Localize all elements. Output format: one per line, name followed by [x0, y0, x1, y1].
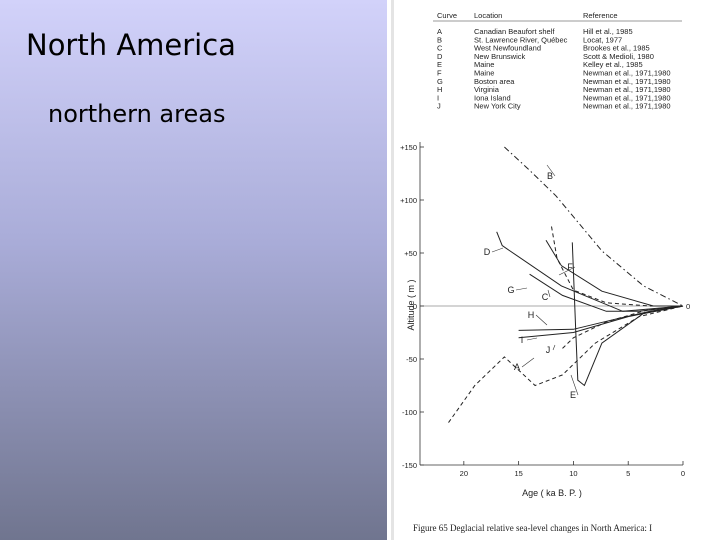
y-tick-label: +150	[400, 143, 417, 152]
x-tick-label: 20	[460, 469, 468, 478]
table-cell: Brookes et al., 1985	[583, 44, 650, 53]
y-tick-label: -50	[406, 355, 417, 364]
label-leader	[547, 289, 551, 298]
table-cell: Scott & Medioli, 1980	[583, 52, 654, 61]
curve	[562, 305, 684, 349]
table-cell: A	[437, 27, 442, 36]
label-leader	[535, 314, 548, 326]
side-panel: North America northern areas	[0, 0, 387, 540]
x-tick-label: 15	[514, 469, 522, 478]
label-leader	[491, 247, 504, 253]
y-tick-label: -150	[402, 461, 417, 470]
table-cell: J	[437, 102, 441, 111]
label-leader	[570, 374, 579, 396]
table-cell: G	[437, 77, 443, 86]
caption: Figure 65 Deglacial relative sea-level c…	[413, 523, 652, 533]
table-cell: Maine	[474, 60, 494, 69]
table-cell: Boston area	[474, 77, 515, 86]
table-cell: Iona Island	[474, 93, 511, 102]
curve	[551, 226, 683, 307]
table-cell: St. Lawrence River, Québec	[474, 35, 568, 44]
table-cell: Virginia	[474, 85, 500, 94]
table-cell: I	[437, 93, 439, 102]
y-axis-label: Altitude ( m )	[406, 279, 416, 330]
table-cell: H	[437, 85, 442, 94]
y-tick-label: -100	[402, 408, 417, 417]
curve-label: A	[514, 362, 520, 372]
x-tick-label: 5	[626, 469, 630, 478]
curve-label: E	[570, 390, 576, 400]
table-cell: B	[437, 35, 442, 44]
table-cell: E	[437, 60, 442, 69]
table-cell: Newman et al., 1971,1980	[583, 102, 671, 111]
table-cell: New Brunswick	[474, 52, 526, 61]
label-leader	[521, 357, 535, 368]
label-leader	[526, 337, 538, 341]
scan-edge	[391, 0, 394, 540]
table-cell: Newman et al., 1971,1980	[583, 93, 671, 102]
label-leader	[546, 164, 556, 177]
x-axis-label: Age ( ka B. P. )	[522, 488, 582, 498]
table-header: Location	[474, 11, 502, 20]
table-cell: Newman et al., 1971,1980	[583, 77, 671, 86]
table-cell: New York City	[474, 102, 521, 111]
table-header: Curve	[437, 11, 457, 20]
zero-label: 0	[686, 302, 690, 311]
table-cell: Kelley et al., 1985	[583, 60, 643, 69]
figure-background	[387, 0, 720, 540]
label-leader	[558, 266, 576, 276]
table-cell: F	[437, 69, 442, 78]
curve-label: H	[528, 310, 535, 320]
y-tick-label: 0	[413, 302, 417, 311]
curve-label: J	[546, 345, 551, 355]
table-cell: Maine	[474, 69, 494, 78]
x-tick-label: 0	[681, 469, 685, 478]
curve-label: D	[484, 247, 491, 257]
table-header: Reference	[583, 11, 618, 20]
table-cell: C	[437, 44, 443, 53]
table-cell: Canadian Beaufort shelf	[474, 27, 555, 36]
curve	[448, 305, 684, 423]
curve-label: F	[567, 262, 573, 272]
curve	[545, 240, 683, 307]
curve	[529, 273, 684, 312]
curve-label: B	[547, 171, 553, 181]
figure: Figure 65 Deglacial relative sea-level c…	[387, 0, 720, 540]
curve-label: G	[507, 285, 514, 295]
table-cell: D	[437, 52, 443, 61]
table-cell: Newman et al., 1971,1980	[583, 69, 671, 78]
y-tick-label: +100	[400, 196, 417, 205]
label-leader	[552, 344, 556, 351]
y-tick-label: +50	[404, 249, 417, 258]
curve-label: I	[521, 335, 524, 345]
table-cell: Newman et al., 1971,1980	[583, 85, 671, 94]
table-cell: West Newfoundland	[474, 44, 541, 53]
x-tick-label: 10	[569, 469, 577, 478]
slide-subtitle: northern areas	[48, 100, 226, 128]
curve	[496, 231, 684, 312]
table-cell: Hill et al., 1985	[583, 27, 633, 36]
table-cell: Locat, 1977	[583, 35, 622, 44]
label-leader	[515, 287, 528, 291]
slide-title: North America	[26, 28, 236, 62]
curve-label: C	[542, 292, 549, 302]
